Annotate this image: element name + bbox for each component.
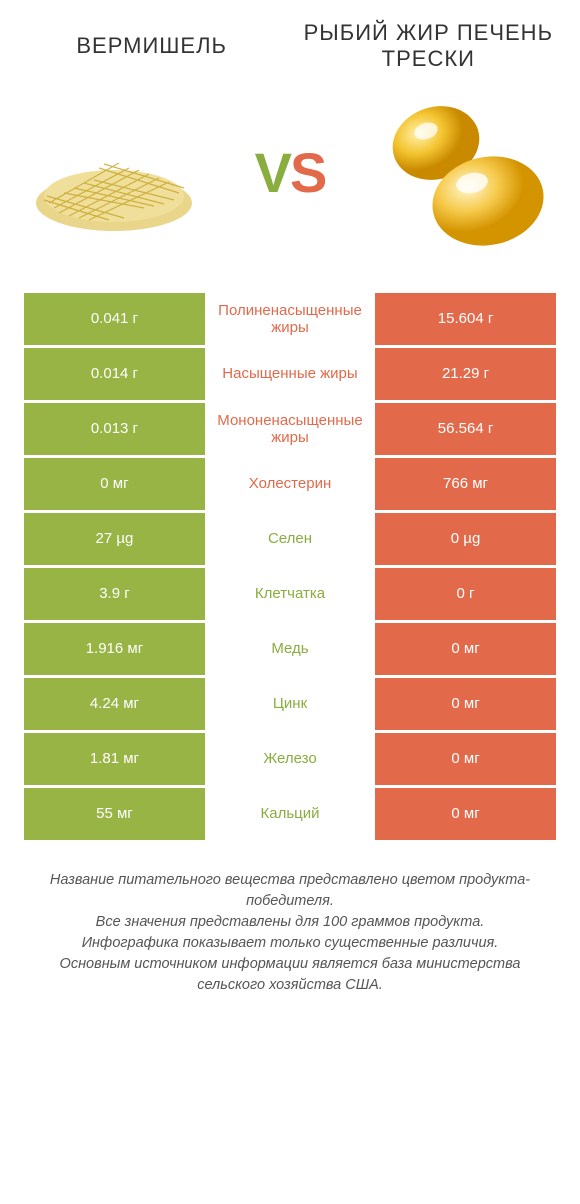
left-value-cell: 0.013 г bbox=[24, 403, 205, 455]
table-row: 1.916 мгМедь0 мг bbox=[24, 623, 556, 675]
left-value-cell: 3.9 г bbox=[24, 568, 205, 620]
table-row: 0 мгХолестерин766 мг bbox=[24, 458, 556, 510]
left-value-cell: 1.916 мг bbox=[24, 623, 205, 675]
footer-line-3: Инфографика показывает только существенн… bbox=[32, 933, 548, 954]
left-product-image bbox=[24, 83, 204, 263]
left-value-cell: 0 мг bbox=[24, 458, 205, 510]
nutrient-label-cell: Насыщенные жиры bbox=[205, 348, 375, 400]
right-value-cell: 15.604 г bbox=[375, 293, 556, 345]
left-product-title: ВЕРМИШЕЛЬ bbox=[24, 33, 279, 59]
vs-badge: VS bbox=[255, 140, 326, 205]
left-value-cell: 0.014 г bbox=[24, 348, 205, 400]
footer-line-2: Все значения представлены для 100 граммо… bbox=[32, 912, 548, 933]
table-row: 55 мгКальций0 мг bbox=[24, 788, 556, 840]
right-value-cell: 0 мг bbox=[375, 678, 556, 730]
nutrient-label-cell: Мононенасыщенные жиры bbox=[205, 403, 375, 455]
table-row: 0.041 гПолиненасыщенные жиры15.604 г bbox=[24, 293, 556, 345]
left-value-cell: 0.041 г bbox=[24, 293, 205, 345]
left-value-cell: 1.81 мг bbox=[24, 733, 205, 785]
comparison-table: 0.041 гПолиненасыщенные жиры15.604 г0.01… bbox=[24, 293, 556, 840]
right-product-title: РЫБИЙ ЖИР ПЕЧЕНЬ ТРЕСКИ bbox=[301, 20, 556, 73]
vs-v-letter: V bbox=[255, 141, 290, 204]
nutrient-label-cell: Клетчатка bbox=[205, 568, 375, 620]
nutrient-label-cell: Селен bbox=[205, 513, 375, 565]
right-value-cell: 21.29 г bbox=[375, 348, 556, 400]
footer-line-1: Название питательного вещества представл… bbox=[32, 870, 548, 912]
left-value-cell: 27 µg bbox=[24, 513, 205, 565]
nutrient-label-cell: Холестерин bbox=[205, 458, 375, 510]
images-row: VS bbox=[24, 83, 556, 263]
table-row: 27 µgСелен0 µg bbox=[24, 513, 556, 565]
right-product-image bbox=[376, 83, 556, 263]
right-value-cell: 56.564 г bbox=[375, 403, 556, 455]
nutrient-label-cell: Железо bbox=[205, 733, 375, 785]
right-value-cell: 0 мг bbox=[375, 733, 556, 785]
table-row: 0.013 гМононенасыщенные жиры56.564 г bbox=[24, 403, 556, 455]
fish-oil-capsules-icon bbox=[376, 83, 556, 263]
nutrient-label-cell: Цинк bbox=[205, 678, 375, 730]
footer-line-4: Основным источником информации является … bbox=[32, 954, 548, 996]
right-value-cell: 766 мг bbox=[375, 458, 556, 510]
left-value-cell: 4.24 мг bbox=[24, 678, 205, 730]
table-row: 4.24 мгЦинк0 мг bbox=[24, 678, 556, 730]
right-value-cell: 0 мг bbox=[375, 788, 556, 840]
nutrient-label-cell: Кальций bbox=[205, 788, 375, 840]
vs-s-letter: S bbox=[290, 141, 325, 204]
nutrient-label-cell: Полиненасыщенные жиры bbox=[205, 293, 375, 345]
right-value-cell: 0 г bbox=[375, 568, 556, 620]
right-value-cell: 0 µg bbox=[375, 513, 556, 565]
nutrient-label-cell: Медь bbox=[205, 623, 375, 675]
table-row: 0.014 гНасыщенные жиры21.29 г bbox=[24, 348, 556, 400]
footer-notes: Название питательного вещества представл… bbox=[24, 870, 556, 996]
header: ВЕРМИШЕЛЬ РЫБИЙ ЖИР ПЕЧЕНЬ ТРЕСКИ bbox=[24, 20, 556, 73]
table-row: 3.9 гКлетчатка0 г bbox=[24, 568, 556, 620]
table-row: 1.81 мгЖелезо0 мг bbox=[24, 733, 556, 785]
vermicelli-icon bbox=[29, 108, 199, 238]
right-value-cell: 0 мг bbox=[375, 623, 556, 675]
left-value-cell: 55 мг bbox=[24, 788, 205, 840]
